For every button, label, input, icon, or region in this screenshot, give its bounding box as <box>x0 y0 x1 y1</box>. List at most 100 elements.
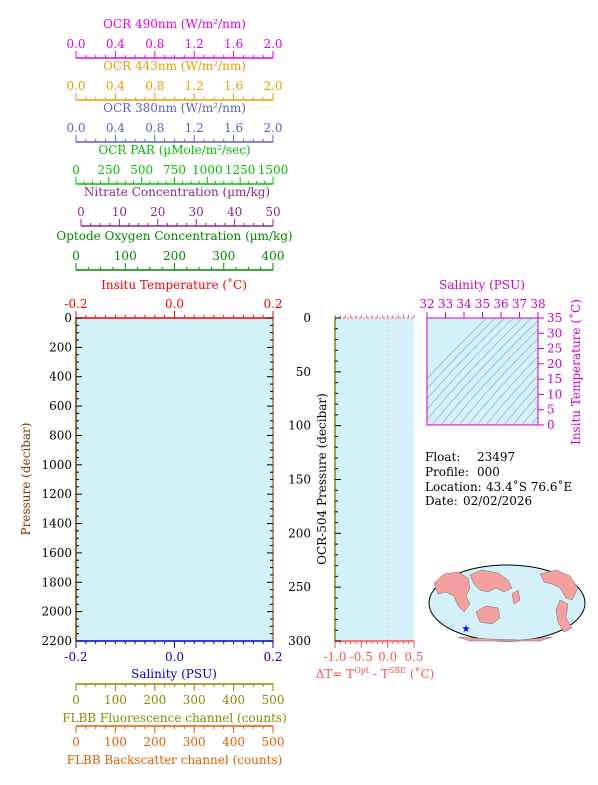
top-axis-tick-label-5-2: 200 <box>163 249 186 263</box>
top-axis-tick-label-0-2: 0.8 <box>145 37 164 51</box>
density-contour-7 <box>449 328 538 425</box>
ts-temperature-tick-label-5: 25 <box>547 342 562 356</box>
pressure-tick-label-2: 400 <box>49 370 72 384</box>
top-axis-tick-label-2-5: 2.0 <box>263 121 282 135</box>
pressure-tick-label-10: 2000 <box>41 605 72 619</box>
top-sensor-axes: 0.0 0.4 0.8 1.2 1.6 2.0 OCR 490nm (W/m²/nm) 0.0… <box>56 17 293 271</box>
float-line: Float: 23497 <box>425 450 515 464</box>
density-contour-13 <box>503 384 538 425</box>
ts-temperature-tick-label-4: 20 <box>547 357 562 371</box>
top-axis-tick-label-4-2: 20 <box>150 205 165 219</box>
pressure-tick-label-0: 0 <box>64 311 72 325</box>
top-axis-tick-label-5-4: 400 <box>262 249 285 263</box>
top-axis-tick-label-3-0: 0 <box>72 163 80 177</box>
ocr-pressure-tick-label-5: 250 <box>288 580 311 594</box>
delta-t-tick-label-0: -1.0 <box>323 650 346 664</box>
salinity-axis-label: Salinity (PSU) <box>131 667 217 681</box>
top-axis-tick-label-5-0: 0 <box>72 249 80 263</box>
ocr-pressure-tick-label-0: 0 <box>303 311 311 325</box>
flbb-axis-tick-label-1-0: 0 <box>72 735 80 749</box>
density-contour-15 <box>521 405 538 425</box>
density-contour-2 <box>427 318 506 400</box>
delta-t-tick-label-1: -0.5 <box>350 650 373 664</box>
ts-salinity-tick-label-0: 32 <box>419 297 434 311</box>
top-axis-tick-label-3-1: 250 <box>97 163 120 177</box>
pressure-tick-label-5: 1000 <box>41 458 72 472</box>
flbb-axis-tick-label-0-4: 400 <box>222 693 245 707</box>
ts-salinity-tick-label-4: 36 <box>493 297 508 311</box>
density-contour-0 <box>427 318 488 380</box>
density-contour-6 <box>440 320 538 425</box>
bottom-sensor-axes: 0 100 200 300 400 500 FLBB Fluorescence channe… <box>62 683 287 767</box>
top-axis-tick-label-0-4: 1.6 <box>224 37 243 51</box>
top-axis-tick-label-5-3: 300 <box>212 249 235 263</box>
temperature-axis-label: Insitu Temperature (˚C) <box>101 277 247 292</box>
flbb-axis-tick-label-1-1: 100 <box>104 735 127 749</box>
density-contour-14 <box>512 394 538 425</box>
flbb-axis-label-1: FLBB Backscatter channel (counts) <box>67 753 283 767</box>
temperature-tick-label-0: -0.2 <box>64 297 87 311</box>
ts-plot-area <box>427 318 538 425</box>
pressure-profile-plot: -0.2 0.0 0.2 -0.2 0.0 0.2 0 200 400 600 800 1000 120… <box>19 277 283 681</box>
density-contour-12 <box>494 375 538 425</box>
top-axis-tick-label-3-6: 1500 <box>258 163 289 177</box>
float-location-marker: ★ <box>462 624 471 635</box>
density-contour-5 <box>431 318 533 425</box>
salinity-tick-label-0: -0.2 <box>64 650 87 664</box>
top-axis-tick-label-3-3: 750 <box>163 163 186 177</box>
top-axis-tick-label-2-2: 0.8 <box>145 121 164 135</box>
top-axis-tick-label-1-3: 1.2 <box>185 79 204 93</box>
flbb-axis-tick-label-0-2: 200 <box>143 693 166 707</box>
density-contours <box>427 318 538 425</box>
top-axis-label-1: OCR 443nm (W/m²/nm) <box>103 59 246 73</box>
ts-salinity-tick-label-2: 34 <box>456 297 472 311</box>
location-line: Location: 43.4˚S 76.6˚E <box>425 479 572 494</box>
pressure-axis-label: Pressure (decibar) <box>19 423 33 536</box>
flbb-axis-tick-label-1-3: 300 <box>183 735 206 749</box>
top-axis-tick-label-4-3: 30 <box>189 205 204 219</box>
salinity-tick-label-2: 0.2 <box>263 650 282 664</box>
top-axis-tick-label-4-5: 50 <box>265 205 280 219</box>
flbb-axis-tick-label-0-0: 0 <box>72 693 80 707</box>
top-axis-tick-label-1-4: 1.6 <box>224 79 243 93</box>
flbb-axis-label-0: FLBB Fluorescence channel (counts) <box>62 711 287 725</box>
temperature-tick-label-1: 0.0 <box>165 297 184 311</box>
top-axis-tick-label-0-0: 0.0 <box>66 37 85 51</box>
top-axis-label-3: OCR PAR (µMole/m²/sec) <box>98 143 250 157</box>
top-axis-tick-label-2-3: 1.2 <box>185 121 204 135</box>
pressure-tick-label-11: 2200 <box>41 634 72 648</box>
top-axis-tick-label-4-0: 0 <box>77 205 85 219</box>
ts-salinity-tick-label-6: 38 <box>530 297 545 311</box>
ts-temperature-tick-label-6: 30 <box>547 326 562 340</box>
top-axis-tick-label-1-1: 0.4 <box>106 79 125 93</box>
ts-temperature-tick-label-2: 10 <box>547 387 562 401</box>
top-axis-tick-label-0-1: 0.4 <box>106 37 125 51</box>
ts-temperature-tick-label-7: 35 <box>547 311 562 325</box>
delta-t-tick-label-3: 0.5 <box>404 650 423 664</box>
flbb-axis-tick-label-0-1: 100 <box>104 693 127 707</box>
top-axis-tick-label-0-5: 2.0 <box>263 37 282 51</box>
delta-t-axis-label: ΔT= TOpt - TSBE (˚C) <box>316 666 435 681</box>
top-axis-label-2: OCR 380nm (W/m²/nm) <box>103 101 246 115</box>
date-line: Date: 02/02/2026 <box>425 494 532 508</box>
top-axis-tick-label-2-4: 1.6 <box>224 121 243 135</box>
flbb-axis-tick-label-1-5: 500 <box>262 735 285 749</box>
map-land <box>433 569 579 642</box>
density-contour-8 <box>458 337 538 425</box>
flbb-axis-tick-label-1-2: 200 <box>143 735 166 749</box>
salinity-tick-label-1: 0.0 <box>165 650 184 664</box>
flbb-axis-tick-label-0-3: 300 <box>183 693 206 707</box>
pressure-tick-label-3: 600 <box>49 399 72 413</box>
pressure-tick-label-7: 1400 <box>41 517 72 531</box>
top-axis-tick-label-1-2: 0.8 <box>145 79 164 93</box>
top-axis-tick-label-1-0: 0.0 <box>66 79 85 93</box>
top-axis-tick-label-4-4: 40 <box>227 205 242 219</box>
ocr-pressure-tick-label-6: 300 <box>288 634 311 648</box>
ts-temperature-tick-label-1: 5 <box>547 403 555 417</box>
ocr-pressure-axis-label: OCR-504 Pressure (decibar) <box>315 393 329 565</box>
density-contour-10 <box>476 356 538 425</box>
pressure-tick-label-4: 800 <box>49 428 72 442</box>
ts-salinity-tick-label-5: 37 <box>512 297 527 311</box>
ts-temperature-label: Insitu Temperature (˚C) <box>568 299 583 445</box>
